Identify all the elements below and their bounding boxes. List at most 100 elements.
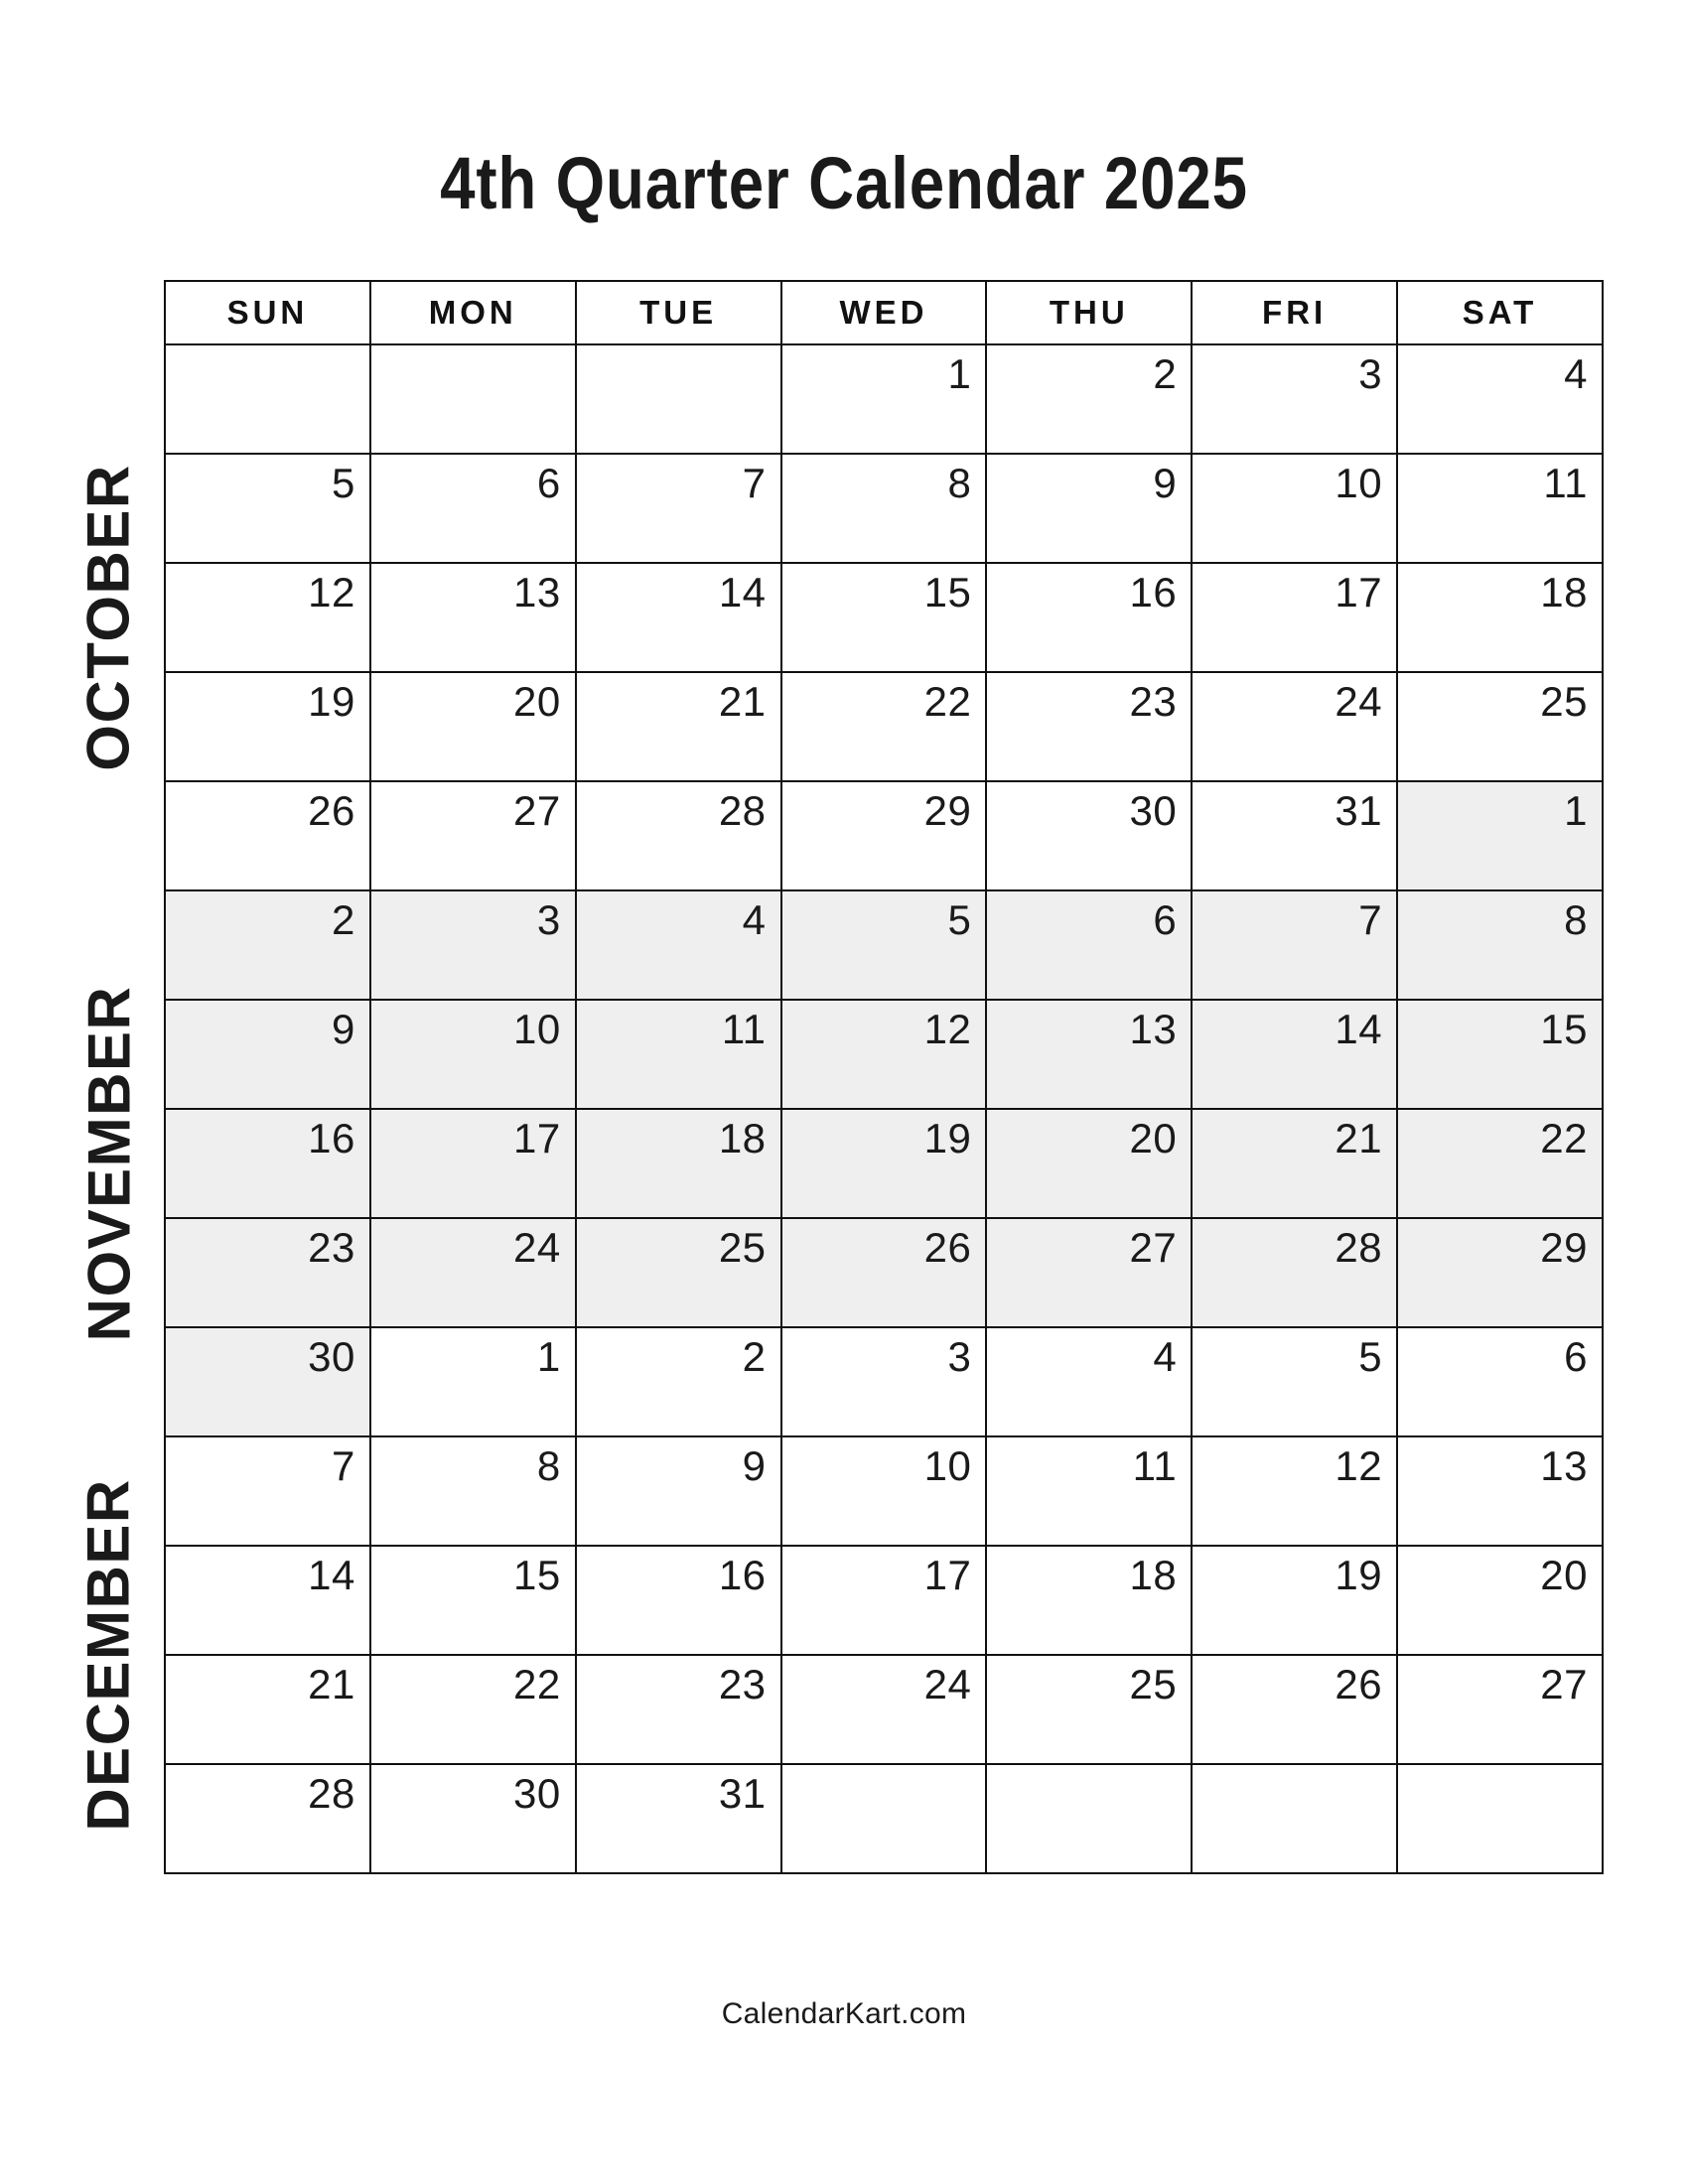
day-cell[interactable]: 9 xyxy=(574,1435,782,1547)
day-cell[interactable]: 15 xyxy=(779,562,988,673)
day-cell[interactable]: 6 xyxy=(985,889,1194,1001)
day-cell[interactable]: 10 xyxy=(1191,453,1399,564)
day-cell[interactable]: 28 xyxy=(1191,1217,1399,1328)
day-cell[interactable]: 28 xyxy=(164,1763,371,1874)
day-cell[interactable]: 19 xyxy=(1191,1545,1399,1656)
day-cell[interactable]: 16 xyxy=(574,1545,782,1656)
day-cell[interactable]: 4 xyxy=(1396,343,1604,455)
day-cell[interactable]: 27 xyxy=(985,1217,1194,1328)
day-cell[interactable]: 8 xyxy=(779,453,988,564)
day-cell[interactable]: 25 xyxy=(574,1217,782,1328)
day-cell[interactable]: 5 xyxy=(164,453,371,564)
day-cell[interactable]: 31 xyxy=(574,1763,782,1874)
day-cell[interactable]: 12 xyxy=(779,999,988,1110)
day-number: 15 xyxy=(1540,1006,1588,1052)
day-cell[interactable]: 8 xyxy=(1396,889,1604,1001)
day-cell[interactable]: 22 xyxy=(779,671,988,782)
day-cell[interactable]: 18 xyxy=(574,1108,782,1219)
day-cell[interactable]: 17 xyxy=(368,1108,577,1219)
day-number: 20 xyxy=(1540,1552,1588,1598)
day-cell[interactable]: 29 xyxy=(779,780,988,891)
day-cell[interactable]: 17 xyxy=(779,1545,988,1656)
day-cell[interactable]: 11 xyxy=(985,1435,1194,1547)
day-cell[interactable]: 24 xyxy=(1191,671,1399,782)
day-cell[interactable]: 22 xyxy=(368,1654,577,1765)
day-cell[interactable]: 13 xyxy=(1396,1435,1604,1547)
day-number: 31 xyxy=(1335,787,1383,834)
day-cell[interactable]: 3 xyxy=(779,1326,988,1437)
day-cell[interactable]: 31 xyxy=(1191,780,1399,891)
day-cell[interactable]: 30 xyxy=(368,1763,577,1874)
empty-day-cell xyxy=(779,1763,988,1874)
week-row: 12 13 14 15 16 17 18 xyxy=(164,562,1604,673)
day-cell[interactable]: 19 xyxy=(164,671,371,782)
day-cell[interactable]: 15 xyxy=(1396,999,1604,1110)
day-cell[interactable]: 12 xyxy=(164,562,371,673)
day-cell[interactable]: 7 xyxy=(1191,889,1399,1001)
day-cell[interactable]: 21 xyxy=(164,1654,371,1765)
day-cell[interactable]: 20 xyxy=(368,671,577,782)
day-cell[interactable]: 14 xyxy=(574,562,782,673)
day-cell[interactable]: 1 xyxy=(779,343,988,455)
day-cell[interactable]: 22 xyxy=(1396,1108,1604,1219)
day-cell[interactable]: 19 xyxy=(779,1108,988,1219)
day-cell[interactable]: 23 xyxy=(985,671,1194,782)
day-cell[interactable]: 27 xyxy=(1396,1654,1604,1765)
day-number: 10 xyxy=(923,1442,972,1489)
day-cell[interactable]: 13 xyxy=(368,562,577,673)
day-cell[interactable]: 8 xyxy=(368,1435,577,1547)
day-cell[interactable]: 2 xyxy=(164,889,371,1001)
day-cell[interactable]: 2 xyxy=(985,343,1194,455)
day-cell[interactable]: 27 xyxy=(368,780,577,891)
day-cell[interactable]: 3 xyxy=(1191,343,1399,455)
day-cell[interactable]: 26 xyxy=(164,780,371,891)
day-cell[interactable]: 29 xyxy=(1396,1217,1604,1328)
day-cell[interactable]: 6 xyxy=(368,453,577,564)
day-cell[interactable]: 5 xyxy=(1191,1326,1399,1437)
day-cell[interactable]: 2 xyxy=(574,1326,782,1437)
day-cell[interactable]: 6 xyxy=(1396,1326,1604,1437)
day-cell[interactable]: 28 xyxy=(574,780,782,891)
day-cell[interactable]: 4 xyxy=(985,1326,1194,1437)
day-number: 16 xyxy=(1129,569,1178,615)
day-number: 8 xyxy=(536,1442,561,1489)
day-cell[interactable]: 14 xyxy=(1191,999,1399,1110)
day-cell[interactable]: 10 xyxy=(368,999,577,1110)
day-cell[interactable]: 30 xyxy=(985,780,1194,891)
day-cell[interactable]: 25 xyxy=(1396,671,1604,782)
day-cell[interactable]: 9 xyxy=(164,999,371,1110)
day-cell[interactable]: 26 xyxy=(1191,1654,1399,1765)
day-cell[interactable]: 16 xyxy=(164,1108,371,1219)
day-cell[interactable]: 7 xyxy=(164,1435,371,1547)
day-cell[interactable]: 25 xyxy=(985,1654,1194,1765)
day-cell[interactable]: 17 xyxy=(1191,562,1399,673)
day-cell[interactable]: 11 xyxy=(1396,453,1604,564)
day-cell[interactable]: 26 xyxy=(779,1217,988,1328)
day-cell[interactable]: 21 xyxy=(1191,1108,1399,1219)
day-cell[interactable]: 11 xyxy=(574,999,782,1110)
day-cell[interactable]: 18 xyxy=(1396,562,1604,673)
day-cell[interactable]: 24 xyxy=(779,1654,988,1765)
day-cell[interactable]: 20 xyxy=(985,1108,1194,1219)
day-number xyxy=(782,1765,986,1773)
day-cell[interactable]: 9 xyxy=(985,453,1194,564)
day-cell[interactable]: 23 xyxy=(574,1654,782,1765)
day-cell[interactable]: 14 xyxy=(164,1545,371,1656)
day-cell[interactable]: 1 xyxy=(1396,780,1604,891)
day-cell[interactable]: 7 xyxy=(574,453,782,564)
day-cell[interactable]: 12 xyxy=(1191,1435,1399,1547)
day-cell[interactable]: 5 xyxy=(779,889,988,1001)
day-cell[interactable]: 16 xyxy=(985,562,1194,673)
day-cell[interactable]: 21 xyxy=(574,671,782,782)
day-cell[interactable]: 30 xyxy=(164,1326,371,1437)
day-cell[interactable]: 15 xyxy=(368,1545,577,1656)
day-cell[interactable]: 23 xyxy=(164,1217,371,1328)
day-cell[interactable]: 1 xyxy=(368,1326,577,1437)
day-cell[interactable]: 24 xyxy=(368,1217,577,1328)
day-cell[interactable]: 13 xyxy=(985,999,1194,1110)
day-cell[interactable]: 10 xyxy=(779,1435,988,1547)
day-cell[interactable]: 20 xyxy=(1396,1545,1604,1656)
day-cell[interactable]: 18 xyxy=(985,1545,1194,1656)
day-cell[interactable]: 4 xyxy=(574,889,782,1001)
day-cell[interactable]: 3 xyxy=(368,889,577,1001)
